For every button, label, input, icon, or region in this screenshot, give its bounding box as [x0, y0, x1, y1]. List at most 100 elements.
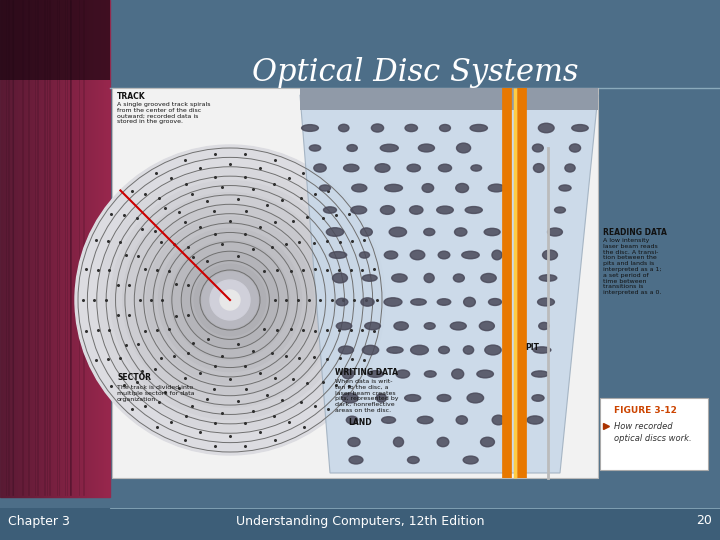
- Circle shape: [147, 217, 313, 383]
- Ellipse shape: [565, 164, 575, 172]
- Circle shape: [220, 290, 240, 310]
- Ellipse shape: [471, 165, 482, 171]
- Ellipse shape: [377, 394, 387, 402]
- Ellipse shape: [361, 228, 372, 236]
- Circle shape: [194, 264, 266, 336]
- Ellipse shape: [464, 346, 474, 354]
- Bar: [61, 0, 62, 497]
- Text: Chapter 3: Chapter 3: [8, 515, 70, 528]
- Ellipse shape: [375, 164, 390, 172]
- Bar: [63, 0, 64, 497]
- Bar: [29, 0, 30, 497]
- Ellipse shape: [382, 417, 395, 423]
- Bar: [98, 0, 99, 497]
- Ellipse shape: [387, 347, 403, 353]
- Bar: [46, 0, 47, 497]
- Ellipse shape: [467, 393, 484, 403]
- Text: Understanding Computers, 12th Edition: Understanding Computers, 12th Edition: [235, 515, 485, 528]
- Ellipse shape: [484, 228, 500, 235]
- Bar: [79, 0, 80, 497]
- Ellipse shape: [384, 184, 402, 192]
- Bar: [93, 0, 94, 497]
- Ellipse shape: [336, 322, 351, 330]
- Ellipse shape: [438, 251, 450, 259]
- Bar: [9, 0, 10, 497]
- Ellipse shape: [437, 395, 451, 402]
- Ellipse shape: [323, 207, 336, 213]
- Ellipse shape: [572, 125, 588, 131]
- Ellipse shape: [492, 415, 505, 425]
- Text: TRACK: TRACK: [117, 92, 145, 101]
- Bar: [94, 0, 95, 497]
- Text: LAND: LAND: [348, 418, 372, 427]
- Ellipse shape: [480, 437, 495, 447]
- Bar: [56, 0, 57, 497]
- Ellipse shape: [424, 323, 435, 329]
- Bar: [47, 0, 48, 497]
- Bar: [82, 0, 83, 497]
- Ellipse shape: [405, 124, 418, 132]
- Ellipse shape: [320, 185, 330, 191]
- Bar: [59, 0, 60, 497]
- Bar: [15, 0, 16, 497]
- Bar: [0, 508, 720, 540]
- Bar: [58, 0, 59, 497]
- Bar: [69, 0, 70, 497]
- Bar: [21, 0, 22, 497]
- Bar: [45, 0, 46, 497]
- Text: How recorded: How recorded: [614, 422, 672, 431]
- Bar: [104, 0, 105, 497]
- Bar: [24, 0, 25, 497]
- Ellipse shape: [424, 371, 436, 377]
- Bar: [106, 0, 107, 497]
- Ellipse shape: [410, 250, 425, 260]
- Text: FIGURE 3-12: FIGURE 3-12: [614, 406, 677, 415]
- Bar: [95, 0, 96, 497]
- Bar: [101, 0, 102, 497]
- Ellipse shape: [310, 145, 320, 151]
- Bar: [84, 0, 85, 497]
- Bar: [22, 0, 23, 497]
- Bar: [28, 0, 29, 497]
- Bar: [107, 0, 108, 497]
- Bar: [1, 0, 2, 497]
- Ellipse shape: [464, 298, 475, 307]
- Ellipse shape: [462, 251, 480, 259]
- Bar: [34, 0, 35, 497]
- Bar: [76, 0, 77, 497]
- Bar: [26, 0, 27, 497]
- Polygon shape: [0, 0, 110, 80]
- Ellipse shape: [477, 370, 493, 378]
- Ellipse shape: [454, 228, 467, 236]
- Bar: [112, 88, 598, 478]
- Ellipse shape: [394, 322, 408, 330]
- Circle shape: [171, 240, 289, 360]
- Ellipse shape: [437, 437, 449, 447]
- Circle shape: [202, 272, 258, 328]
- Ellipse shape: [418, 416, 433, 424]
- Ellipse shape: [451, 369, 464, 379]
- Bar: [71, 0, 72, 497]
- Bar: [81, 0, 82, 497]
- Polygon shape: [300, 95, 598, 473]
- Ellipse shape: [463, 456, 478, 464]
- Ellipse shape: [347, 145, 357, 151]
- Bar: [72, 0, 73, 497]
- Bar: [7, 0, 8, 497]
- Ellipse shape: [539, 123, 554, 133]
- Bar: [11, 0, 12, 497]
- Ellipse shape: [539, 275, 557, 281]
- Bar: [92, 0, 93, 497]
- Ellipse shape: [349, 456, 363, 464]
- Ellipse shape: [532, 395, 544, 401]
- Bar: [33, 0, 34, 497]
- Bar: [52, 0, 53, 497]
- Circle shape: [158, 228, 302, 372]
- Bar: [16, 0, 17, 497]
- Circle shape: [99, 169, 361, 431]
- Text: The track is divided into
multiple sectors for data
organization.: The track is divided into multiple secto…: [117, 385, 194, 402]
- Bar: [35, 0, 36, 497]
- Ellipse shape: [302, 125, 318, 131]
- Bar: [4, 0, 5, 497]
- Bar: [39, 0, 40, 497]
